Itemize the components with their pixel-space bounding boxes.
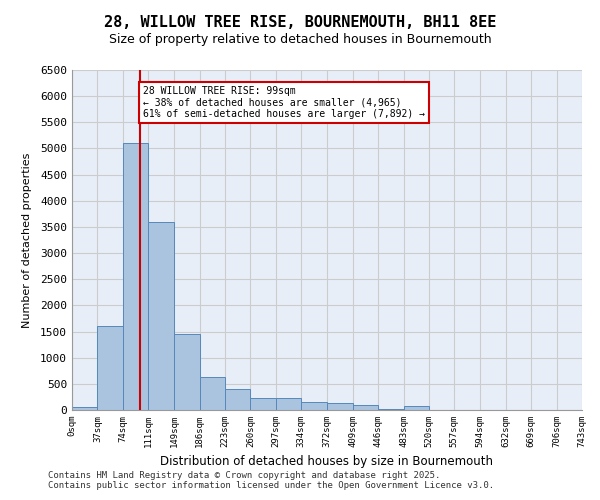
Bar [301, 402, 328, 410]
Y-axis label: Number of detached properties: Number of detached properties [22, 152, 32, 328]
Bar [328, 403, 353, 410]
Bar [148, 222, 174, 410]
Bar [200, 377, 225, 410]
Bar [123, 143, 148, 410]
Bar [225, 389, 250, 410]
Bar [404, 406, 429, 410]
Bar [174, 334, 200, 410]
Text: Size of property relative to detached houses in Bournemouth: Size of property relative to detached ho… [109, 32, 491, 46]
Bar [353, 405, 378, 410]
X-axis label: Distribution of detached houses by size in Bournemouth: Distribution of detached houses by size … [161, 456, 493, 468]
Bar [378, 409, 404, 410]
Bar [97, 326, 123, 410]
Bar [250, 398, 276, 410]
Bar [72, 408, 97, 410]
Bar [276, 398, 301, 410]
Text: Contains HM Land Registry data © Crown copyright and database right 2025.
Contai: Contains HM Land Registry data © Crown c… [48, 470, 494, 490]
Text: 28 WILLOW TREE RISE: 99sqm
← 38% of detached houses are smaller (4,965)
61% of s: 28 WILLOW TREE RISE: 99sqm ← 38% of deta… [143, 86, 425, 119]
Text: 28, WILLOW TREE RISE, BOURNEMOUTH, BH11 8EE: 28, WILLOW TREE RISE, BOURNEMOUTH, BH11 … [104, 15, 496, 30]
